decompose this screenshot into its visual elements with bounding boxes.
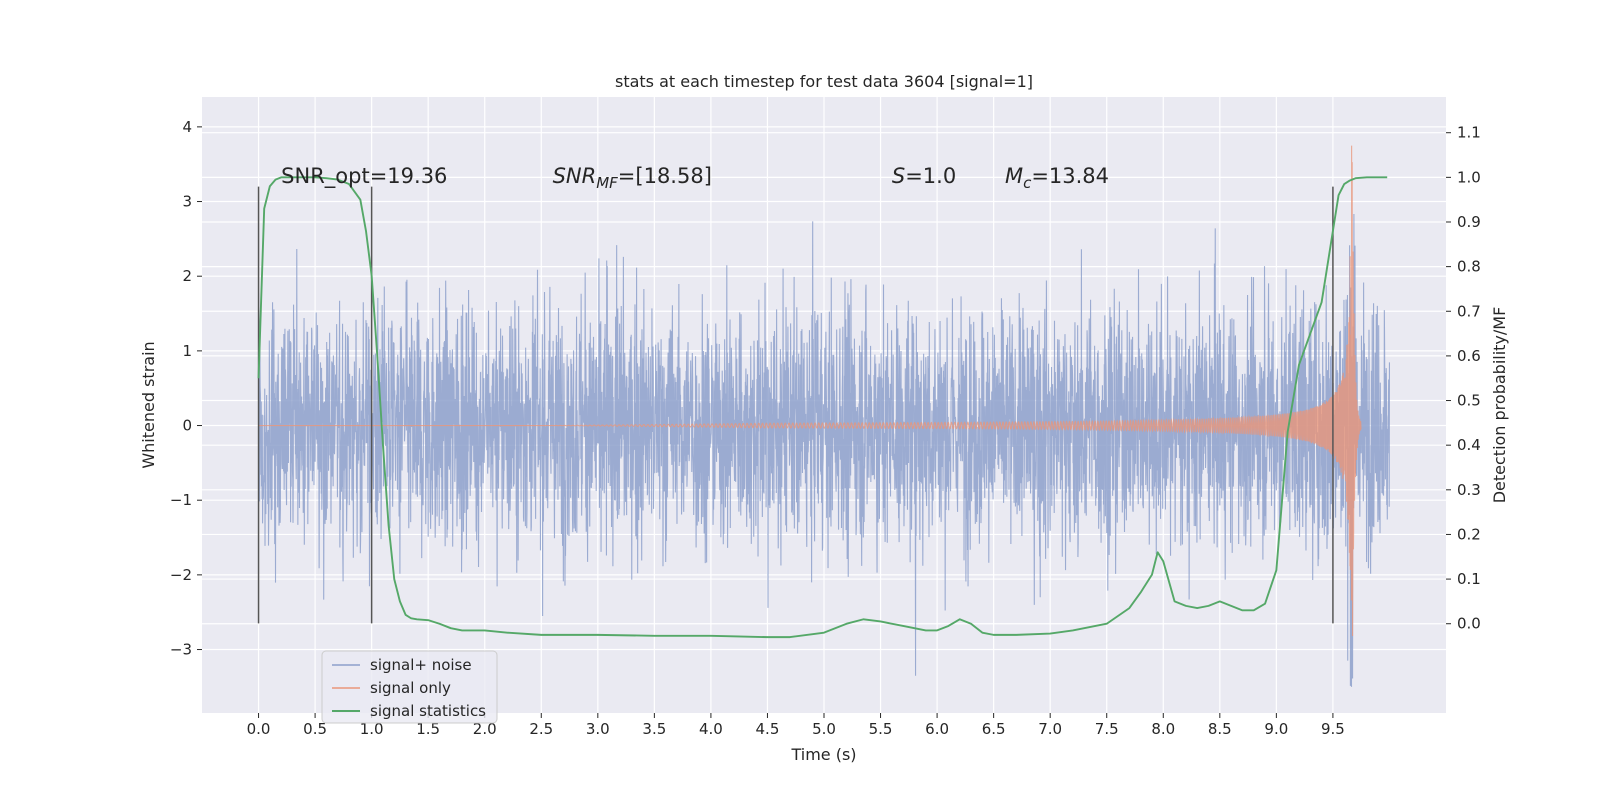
y-tick-label-right: 1.0 xyxy=(1457,168,1481,186)
x-tick-label: 6.0 xyxy=(925,720,949,738)
annotations: SNR_opt=19.36 SNRMF=[18.58] S=1.0 Mc=13.84 xyxy=(281,164,1109,192)
y-tick-label-right: 0.8 xyxy=(1457,258,1481,276)
x-tick-label: 0.0 xyxy=(247,720,271,738)
y-tick-label-left: 2 xyxy=(182,267,192,285)
annotation-snr-mf: SNRMF=[18.58] xyxy=(553,164,712,192)
y-tick-label-right: 0.6 xyxy=(1457,347,1481,365)
chart-title: stats at each timestep for test data 360… xyxy=(615,72,1033,91)
y-tick-label-right: 0.7 xyxy=(1457,302,1481,320)
x-tick-label: 8.0 xyxy=(1151,720,1175,738)
vertical-markers xyxy=(257,186,1334,624)
y-tick-label-left: 0 xyxy=(182,417,192,435)
x-tick-label: 3.0 xyxy=(586,720,610,738)
y-tick-label-left: 3 xyxy=(182,193,192,211)
y-tick-label-right: 0.9 xyxy=(1457,213,1481,231)
y-tick-label-left: −1 xyxy=(170,491,192,509)
x-tick-label: 1.5 xyxy=(416,720,440,738)
legend-box xyxy=(321,650,498,724)
y-tick-label-left: −3 xyxy=(170,641,192,659)
legend: signal+ noise signal only signal statistic… xyxy=(321,650,498,724)
y-tick-label-left: 1 xyxy=(182,342,192,360)
x-tick-label: 7.5 xyxy=(1095,720,1119,738)
y-axis-label-right: Detection probability/MF xyxy=(1490,307,1509,504)
x-tick-label: 8.5 xyxy=(1208,720,1232,738)
series-signal-only xyxy=(258,145,1362,637)
series-line-signal-only xyxy=(258,145,1362,637)
legend-label: signal+ noise xyxy=(370,656,472,674)
legend-label: signal only xyxy=(370,679,451,697)
x-tick-label: 4.0 xyxy=(699,720,723,738)
x-tick-label: 1.0 xyxy=(360,720,384,738)
ticks: 0.0 0.5 1.0 1.5 2.0 2.5 3.0 3.5 4.0 4.5 5.0 5.5 6.0 6… xyxy=(170,118,1481,738)
x-tick-label: 6.5 xyxy=(982,720,1006,738)
y-tick-label-left: −2 xyxy=(170,566,192,584)
x-tick-label: 7.0 xyxy=(1038,720,1062,738)
annotation-s: S=1.0 xyxy=(892,164,956,188)
y-tick-label-right: 1.1 xyxy=(1457,124,1481,142)
x-tick-label: 3.5 xyxy=(642,720,666,738)
legend-label: signal statistics xyxy=(370,702,486,720)
series-line-signal-plus-noise xyxy=(258,214,1390,687)
annotation-snr-opt: SNR_opt=19.36 xyxy=(281,164,447,189)
y-tick-label-right: 0.3 xyxy=(1457,481,1481,499)
y-tick-label-right: 0.0 xyxy=(1457,615,1481,633)
x-tick-label: 2.5 xyxy=(529,720,553,738)
x-tick-label: 9.5 xyxy=(1321,720,1345,738)
y-tick-label-right: 0.2 xyxy=(1457,525,1481,543)
y-tick-label-left: 4 xyxy=(182,118,192,136)
x-tick-label: 5.5 xyxy=(869,720,893,738)
x-axis-label: Time (s) xyxy=(790,745,856,764)
x-tick-label: 0.5 xyxy=(303,720,327,738)
x-tick-label: 2.0 xyxy=(473,720,497,738)
series-line-signal-statistics xyxy=(257,176,1388,639)
y-axis-label-left: Whitened strain xyxy=(139,341,158,468)
y-tick-label-right: 0.1 xyxy=(1457,570,1481,588)
series-signal-plus-noise xyxy=(258,214,1390,687)
x-tick-label: 9.0 xyxy=(1264,720,1288,738)
x-tick-label: 4.5 xyxy=(756,720,780,738)
series-signal-statistics xyxy=(257,176,1388,639)
y-tick-label-right: 0.4 xyxy=(1457,436,1481,454)
x-tick-label: 5.0 xyxy=(812,720,836,738)
annotation-mc: Mc=13.84 xyxy=(1005,164,1109,192)
y-tick-label-right: 0.5 xyxy=(1457,392,1481,410)
